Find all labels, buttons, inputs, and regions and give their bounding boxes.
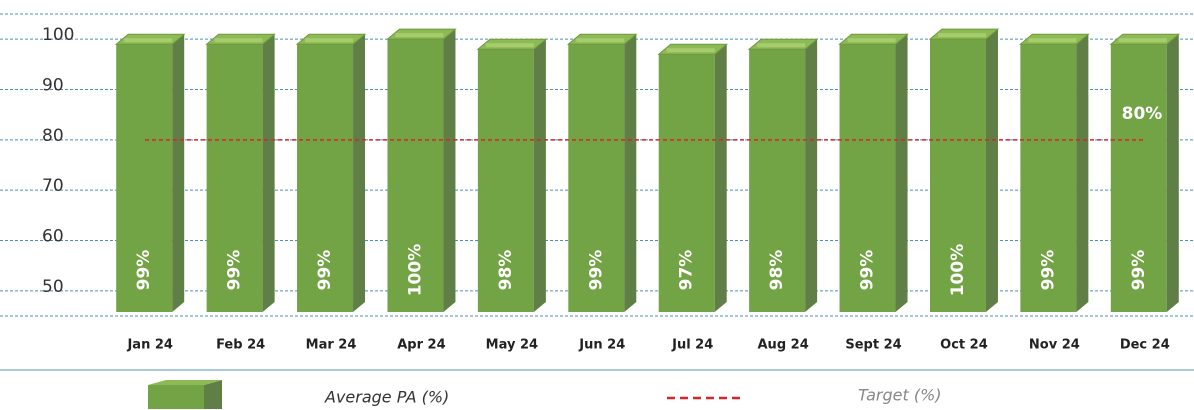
bar-top-inset (937, 33, 986, 38)
bar-side (985, 29, 998, 313)
bar-front (1020, 44, 1077, 312)
x-tick-label: Jan 24 (126, 338, 172, 353)
bar-top-inset (214, 38, 263, 43)
bar (295, 33, 367, 312)
bar-side (443, 29, 456, 313)
x-tick-label: May 24 (486, 338, 538, 353)
x-tick-label: Sept 24 (845, 338, 901, 353)
bar-front (1110, 44, 1167, 312)
value-label: 99% (586, 250, 606, 291)
bar-top-inset (847, 38, 896, 43)
bar-side (172, 34, 185, 312)
legend-label: Average PA (%) (324, 388, 449, 407)
bar (657, 43, 729, 313)
bar (566, 33, 638, 312)
y-tick-label: 90 (42, 76, 64, 96)
value-label: 99% (315, 250, 335, 291)
bar-side (714, 44, 727, 313)
legend-swatch-top (148, 380, 222, 385)
x-tick-label: Apr 24 (397, 338, 445, 353)
value-label: 100% (948, 244, 968, 297)
bar-front (929, 39, 986, 313)
bar-top-inset (666, 48, 715, 53)
bar (928, 28, 1000, 313)
target-label: 80% (1122, 104, 1163, 124)
bar-front (387, 39, 444, 313)
bar-top-inset (485, 43, 534, 48)
value-label: 99% (858, 250, 878, 291)
value-label: 97% (677, 250, 697, 291)
value-label: 100% (405, 244, 425, 297)
x-tick-label: Nov 24 (1029, 338, 1080, 353)
bar-front (839, 44, 896, 312)
bar-side (1076, 34, 1089, 312)
bar-top-inset (395, 33, 444, 38)
bar-side (895, 34, 908, 312)
bar (1109, 33, 1181, 312)
bar-front (206, 44, 263, 312)
y-tick-label: 50 (42, 277, 64, 297)
bar-top-inset (124, 38, 173, 43)
bar-front (297, 44, 354, 312)
bar-side (262, 34, 275, 312)
bar-top-inset (576, 38, 625, 43)
legend-label: Target (%) (858, 386, 942, 405)
x-tick-label: Feb 24 (216, 338, 265, 353)
bar-top-inset (757, 43, 806, 48)
value-label: 99% (1129, 250, 1149, 291)
y-tick-label: 80 (42, 126, 64, 146)
x-tick-label: Aug 24 (758, 338, 809, 353)
bar-front (658, 54, 715, 313)
bar-front (116, 44, 173, 312)
bar (747, 38, 819, 312)
bar-front (477, 49, 534, 312)
bar-front (749, 49, 806, 312)
bar-side (353, 34, 366, 312)
value-label: 99% (134, 250, 154, 291)
x-tick-label: Dec 24 (1120, 338, 1170, 353)
bar-side (533, 39, 546, 312)
value-label: 99% (1038, 250, 1058, 291)
legend-swatch-side (204, 380, 222, 409)
legend-swatch-front (148, 385, 204, 409)
x-tick-label: Mar 24 (306, 338, 357, 353)
bar-side (805, 39, 818, 312)
bar-top-inset (1028, 38, 1077, 43)
bar (114, 33, 186, 312)
bar (205, 33, 277, 312)
bar-top-inset (305, 38, 354, 43)
bar (838, 33, 909, 312)
value-label: 99% (225, 250, 245, 291)
bar-side (1166, 34, 1179, 312)
bar (476, 38, 548, 312)
bar (1018, 33, 1090, 312)
value-label: 98% (767, 250, 787, 291)
y-tick-label: 60 (42, 227, 64, 247)
x-tick-label: Jun 24 (578, 338, 625, 353)
x-tick-label: Oct 24 (940, 338, 988, 353)
bar-front (568, 44, 625, 312)
x-tick-label: Jul 24 (671, 338, 713, 353)
bar (386, 28, 457, 313)
y-tick-label: 70 (42, 176, 64, 196)
bar-side (624, 34, 637, 312)
y-tick-label: 100 (42, 25, 74, 45)
value-label: 98% (496, 250, 516, 291)
bar-top-inset (1118, 38, 1167, 43)
